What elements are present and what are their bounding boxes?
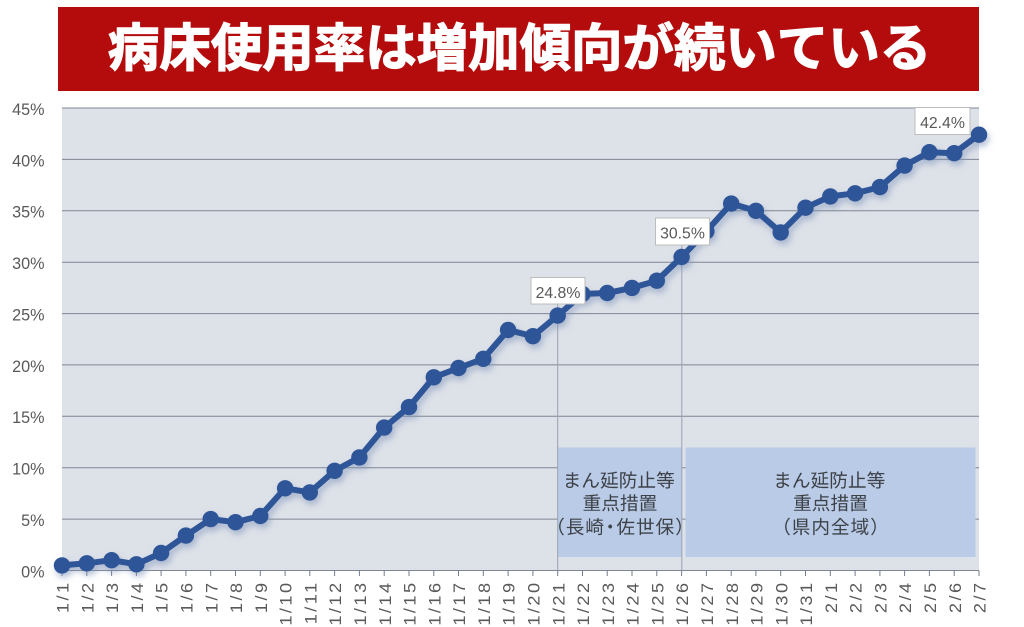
svg-text:1/28: 1/28 xyxy=(723,581,742,626)
svg-text:2/6: 2/6 xyxy=(946,581,965,614)
svg-text:15%: 15% xyxy=(12,409,44,427)
svg-text:2/5: 2/5 xyxy=(921,581,940,614)
svg-text:1/13: 1/13 xyxy=(351,581,370,626)
svg-text:1/7: 1/7 xyxy=(202,581,221,614)
svg-text:1/18: 1/18 xyxy=(475,581,494,626)
svg-text:1/16: 1/16 xyxy=(425,581,444,626)
svg-text:5%: 5% xyxy=(21,512,44,530)
svg-text:1/9: 1/9 xyxy=(252,581,271,614)
svg-text:40%: 40% xyxy=(12,152,44,170)
svg-text:1/5: 1/5 xyxy=(153,581,172,614)
svg-text:2/2: 2/2 xyxy=(847,581,866,614)
svg-text:1/19: 1/19 xyxy=(500,581,519,626)
svg-text:2/3: 2/3 xyxy=(871,581,890,614)
svg-text:42.4%: 42.4% xyxy=(920,115,965,132)
svg-text:10%: 10% xyxy=(12,461,44,479)
svg-text:1/27: 1/27 xyxy=(698,581,717,626)
svg-text:1/12: 1/12 xyxy=(326,581,345,626)
svg-text:1/10: 1/10 xyxy=(277,581,296,626)
svg-text:1/30: 1/30 xyxy=(772,581,791,626)
svg-text:1/26: 1/26 xyxy=(673,581,692,626)
svg-text:1/31: 1/31 xyxy=(797,581,816,626)
svg-text:1/6: 1/6 xyxy=(177,581,196,614)
svg-text:35%: 35% xyxy=(12,204,44,222)
svg-text:1/22: 1/22 xyxy=(574,581,593,626)
svg-text:1/20: 1/20 xyxy=(524,581,543,626)
svg-text:1/15: 1/15 xyxy=(401,581,420,626)
svg-text:24.8%: 24.8% xyxy=(536,285,581,302)
svg-text:25%: 25% xyxy=(12,307,44,325)
svg-text:1/11: 1/11 xyxy=(301,581,320,625)
svg-text:2/7: 2/7 xyxy=(971,581,990,614)
svg-text:1/3: 1/3 xyxy=(103,581,122,614)
svg-text:1/21: 1/21 xyxy=(549,581,568,626)
svg-text:1/17: 1/17 xyxy=(450,581,469,626)
svg-text:1/23: 1/23 xyxy=(599,581,618,626)
svg-text:45%: 45% xyxy=(12,101,44,119)
svg-text:1/24: 1/24 xyxy=(624,581,643,626)
svg-text:1/8: 1/8 xyxy=(227,581,246,614)
svg-text:2/4: 2/4 xyxy=(896,581,915,614)
svg-text:2/1: 2/1 xyxy=(822,581,841,614)
svg-text:1/4: 1/4 xyxy=(128,581,147,614)
svg-text:0%: 0% xyxy=(21,563,44,581)
svg-text:30.5%: 30.5% xyxy=(660,226,705,243)
svg-text:1/25: 1/25 xyxy=(648,581,667,626)
svg-text:1/1: 1/1 xyxy=(54,581,73,614)
svg-text:1/14: 1/14 xyxy=(376,581,395,626)
svg-text:1/2: 1/2 xyxy=(78,581,97,614)
svg-text:30%: 30% xyxy=(12,255,44,273)
svg-text:20%: 20% xyxy=(12,358,44,376)
svg-text:1/29: 1/29 xyxy=(747,581,766,626)
